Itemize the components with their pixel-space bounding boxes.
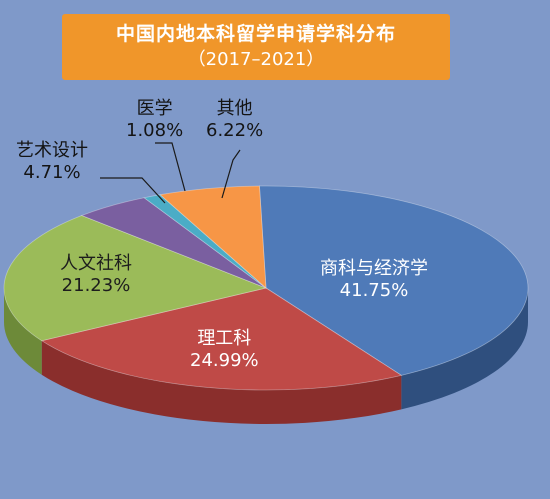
slice-value-science: 24.99% [190,350,259,371]
chart-subtitle: （2017–2021） [187,49,325,70]
slice-name-medicine: 医学 [136,98,173,119]
slice-label-humanities: 人文社科 21.23% [60,253,132,297]
slice-name-art: 艺术设计 [16,140,88,161]
slice-label-business: 商科与经济学 41.75% [320,258,428,302]
slice-name-humanities: 人文社科 [60,253,132,274]
leader-line-medicine [155,142,186,192]
slice-humanities [3,215,268,342]
slice-medicine [143,194,267,289]
slice-name-science: 理工科 [197,328,252,349]
slice-label-other: 其他 6.22% [206,98,263,142]
chart-title: 中国内地本科留学申请学科分布 [115,23,396,45]
slice-value-other: 6.22% [206,120,264,141]
leader-line-other [221,149,241,199]
slice-value-humanities: 21.23% [61,275,131,296]
slice-side-humanities [4,288,42,375]
slice-side-business [401,288,528,410]
slice-other [159,185,267,289]
chart-title-box: 中国内地本科留学申请学科分布 （2017–2021） [62,14,450,80]
slice-science [40,287,403,391]
slice-art [80,197,267,289]
slice-label-science: 理工科 24.99% [190,328,259,372]
slice-side-science [41,340,402,424]
slice-label-medicine: 医学 1.08% [126,98,183,142]
leader-line-art [100,177,166,204]
slice-name-business: 商科与经济学 [320,258,428,279]
slice-value-medicine: 1.08% [126,120,184,141]
slice-value-business: 41.75% [339,280,409,301]
slice-label-art: 艺术设计 4.71% [16,140,88,184]
slice-value-art: 4.71% [23,162,81,183]
slice-business [259,185,529,376]
slice-name-other: 其他 [216,98,253,119]
